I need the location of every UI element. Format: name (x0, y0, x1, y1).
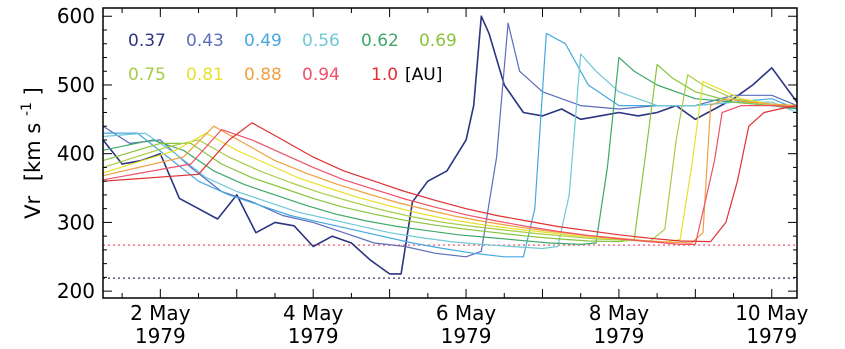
y-tick-label: 200 (57, 279, 95, 303)
x-tick-label-year: 1979 (593, 324, 644, 348)
x-tick-label-day: 2 May (130, 301, 191, 325)
series-line-0.62 (102, 56, 798, 245)
series-line-0.56 (102, 53, 798, 250)
series-line-0.43 (102, 22, 798, 258)
series-line-0.75 (102, 74, 798, 243)
series-line-0.94 (102, 105, 798, 245)
legend-unit: [AU] (405, 65, 442, 85)
y-tick-label: 600 (57, 4, 95, 28)
legend-label-0.49: 0.49 (244, 31, 282, 51)
y-axis-title: Vr [km s -1 ] (12, 87, 45, 219)
plot-frame (102, 7, 798, 299)
legend-label-0.62: 0.62 (361, 31, 399, 51)
reference-lines (103, 244, 797, 279)
series-line-1.0 (102, 105, 798, 243)
x-tick-label-day: 8 May (589, 301, 650, 325)
legend-label-1.0: 1.0 (371, 65, 398, 85)
x-tick-label-day: 4 May (283, 301, 344, 325)
legend-label-0.37: 0.37 (128, 31, 166, 51)
x-tick-label-year: 1979 (288, 324, 339, 348)
legend-label-0.75: 0.75 (128, 65, 166, 85)
x-tick-label-day: 6 May (436, 301, 497, 325)
x-tick-label-year: 1979 (746, 324, 797, 348)
y-axis-title-main: Vr (21, 195, 45, 218)
x-tick-label-day: 10 May (735, 301, 808, 325)
legend-label-0.43: 0.43 (186, 31, 224, 51)
y-tick-label: 300 (57, 210, 95, 234)
y-axis-title-unit-close: ] (21, 87, 45, 95)
series-line-0.69 (102, 63, 798, 243)
legend-label-0.94: 0.94 (302, 65, 340, 85)
x-tick-label-year: 1979 (135, 324, 186, 348)
legend-label-0.56: 0.56 (302, 31, 340, 51)
series-line-0.81 (102, 80, 798, 243)
y-axis: 200 300 400 500 600 (57, 4, 797, 303)
series-line-0.88 (102, 98, 798, 244)
legend-label-0.88: 0.88 (244, 65, 282, 85)
legend: 0.37 0.43 0.49 0.56 0.62 0.69 0.75 0.81 0.88 0.94… (128, 31, 457, 85)
legend-label-0.69: 0.69 (419, 31, 457, 51)
y-tick-label: 400 (57, 142, 95, 166)
x-tick-label-year: 1979 (441, 324, 492, 348)
y-axis-title-unit-exp: -1 (19, 102, 35, 116)
series-lines (102, 15, 798, 275)
y-tick-label: 500 (57, 73, 95, 97)
series-line-0.37 (102, 15, 798, 275)
y-axis-title-unit-open: [km s (21, 123, 45, 181)
legend-label-0.81: 0.81 (186, 65, 224, 85)
